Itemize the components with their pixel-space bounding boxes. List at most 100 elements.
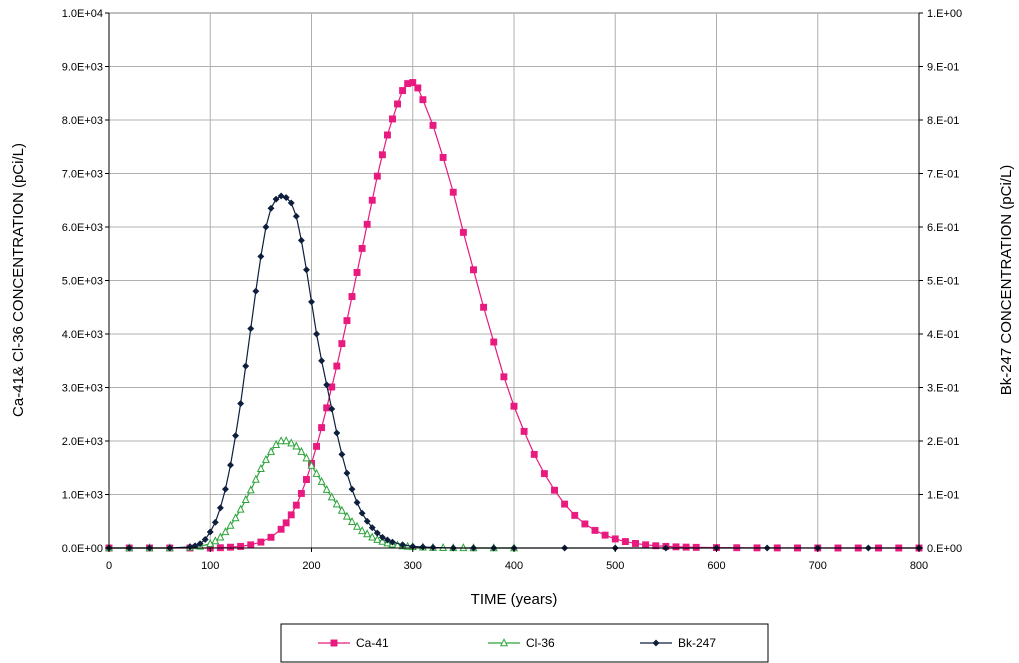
data-point-bk-247 [302, 266, 310, 274]
data-point-bk-247 [226, 461, 235, 469]
data-point-ca-41 [328, 383, 336, 391]
y-right-tick-label: 1.E+00 [927, 8, 962, 20]
series-group [104, 79, 923, 552]
y-right-tick-label: 9.E-01 [927, 62, 959, 74]
data-point-ca-41 [530, 450, 538, 458]
data-point-bk-247 [338, 450, 346, 458]
x-tick-label: 600 [707, 560, 725, 572]
x-tick-label: 800 [910, 560, 928, 572]
y-right-tick-label: 6.E-01 [927, 222, 959, 234]
y-left-tick-label: 2.0E+03 [62, 436, 103, 448]
data-point-bk-247 [383, 536, 391, 544]
data-point-ca-41 [237, 542, 245, 550]
data-point-ca-41 [363, 220, 371, 228]
data-point-ca-41 [510, 402, 518, 410]
data-point-cl-36 [337, 505, 346, 514]
data-point-ca-41 [642, 541, 650, 549]
data-point-bk-247 [282, 194, 290, 202]
data-point-bk-247 [232, 432, 240, 440]
data-point-cl-36 [358, 526, 367, 535]
data-point-ca-41 [373, 172, 381, 180]
data-point-cl-36 [277, 436, 286, 445]
data-point-ca-41 [692, 543, 700, 551]
data-point-ca-41 [439, 154, 447, 161]
data-point-ca-41 [480, 303, 488, 311]
data-point-cl-36 [353, 521, 362, 530]
legend-items: Ca-41 Cl-36 Bk-247 [318, 636, 716, 650]
y-left-tick-label: 7.0E+03 [62, 169, 103, 181]
data-point-ca-41 [429, 121, 437, 129]
y-right-tick-label: 1.E-01 [927, 490, 959, 502]
y-axis-left-title: Ca-41& Cl-36 CONCENTRATION (pCi/L) [10, 143, 27, 417]
data-point-ca-41 [551, 486, 558, 494]
x-tick-label: 400 [505, 560, 523, 572]
data-point-ca-41 [348, 293, 356, 301]
data-point-ca-41 [632, 540, 639, 547]
data-point-cl-36 [272, 439, 281, 448]
data-point-bk-247 [216, 504, 224, 512]
axes: 0 100 200 300 400 500 600 700 800 0.0E+00 1.0E+03 2… [62, 8, 962, 572]
data-point-cl-36 [347, 516, 357, 525]
data-point-bk-247 [267, 204, 275, 212]
x-tick-label: 100 [201, 560, 219, 572]
data-point-cl-36 [297, 446, 306, 455]
data-point-bk-247 [221, 485, 229, 493]
data-point-ca-41 [333, 362, 341, 370]
data-point-ca-41 [338, 340, 346, 348]
data-point-ca-41 [409, 79, 417, 86]
x-tick-label: 200 [302, 560, 320, 572]
data-point-cl-36 [373, 534, 382, 543]
data-point-cl-36 [378, 536, 387, 545]
data-point-cl-36 [302, 453, 311, 462]
y-left-tick-label: 1.0E+04 [62, 8, 103, 20]
data-point-cl-36 [282, 436, 291, 445]
legend-label-ca-41: Ca-41 [356, 636, 389, 650]
data-point-bk-247 [297, 236, 305, 244]
data-point-bk-247 [211, 518, 219, 526]
data-point-bk-247 [353, 498, 361, 507]
data-point-ca-41 [302, 476, 310, 483]
data-point-ca-41 [277, 525, 285, 533]
data-point-bk-247 [262, 223, 270, 231]
data-point-ca-41 [419, 96, 427, 104]
data-point-bk-247 [323, 381, 331, 389]
data-point-cl-36 [221, 527, 230, 536]
data-point-cl-36 [292, 441, 301, 450]
data-point-cl-36 [246, 485, 255, 494]
data-point-cl-36 [327, 492, 336, 501]
x-axis-title: TIME (years) [471, 591, 558, 608]
y-left-tick-label: 3.0E+03 [62, 383, 103, 395]
data-point-ca-41 [389, 115, 396, 123]
data-point-ca-41 [282, 519, 290, 527]
data-point-ca-41 [399, 87, 407, 95]
x-tick-label: 300 [404, 560, 422, 572]
data-point-ca-41 [601, 531, 609, 539]
data-point-cl-36 [332, 499, 341, 508]
data-point-ca-41 [672, 543, 680, 551]
y-right-tick-label: 5.E-01 [927, 276, 959, 288]
legend-marker-bk-247 [652, 639, 660, 647]
y-left-tick-label: 9.0E+03 [62, 62, 103, 74]
legend: Ca-41 Cl-36 Bk-247 [280, 623, 769, 663]
data-point-ca-41 [540, 470, 548, 478]
data-point-ca-41 [394, 100, 402, 108]
y-right-tick-label: 2.E-01 [927, 436, 959, 448]
data-point-cl-36 [211, 536, 220, 545]
x-tick-label: 0 [106, 560, 112, 572]
data-point-bk-247 [328, 405, 336, 413]
data-point-cl-36 [236, 504, 245, 513]
data-point-cl-36 [226, 520, 235, 529]
y-right-tick-label: 8.E-01 [927, 115, 959, 127]
data-point-bk-247 [277, 192, 285, 200]
data-point-cl-36 [363, 529, 372, 538]
data-point-ca-41 [561, 500, 569, 508]
data-point-ca-41 [247, 541, 255, 549]
legend-box [280, 623, 769, 663]
legend-item-cl-36: Cl-36 [488, 636, 555, 650]
data-point-bk-247 [348, 485, 356, 493]
data-point-bk-247 [318, 357, 326, 365]
x-tick-label: 700 [809, 560, 827, 572]
data-point-ca-41 [313, 442, 321, 450]
data-point-cl-36 [287, 438, 296, 447]
